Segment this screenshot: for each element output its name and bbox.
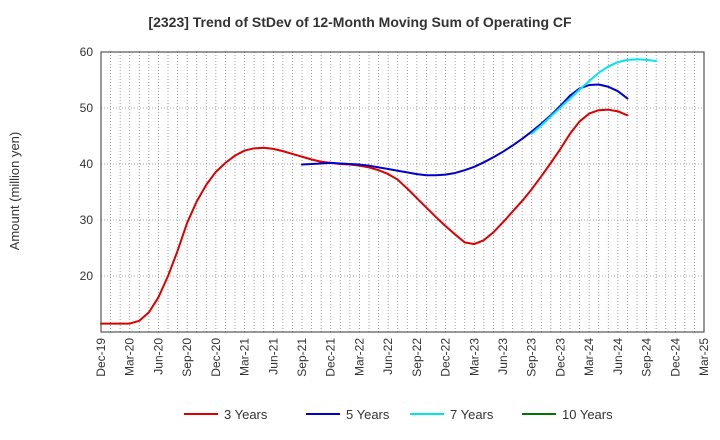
x-tick-label: Sep-22 (410, 338, 424, 377)
legend: 3 Years 5 Years 7 Years 10 Years (184, 407, 613, 422)
x-tick-label: Mar-22 (352, 338, 366, 376)
y-tick-label: 30 (80, 213, 94, 227)
x-tick-label: Mar-25 (697, 338, 711, 376)
series-layer (100, 58, 658, 325)
y-tick-label: 50 (80, 101, 94, 115)
x-tick-label: Mar-24 (582, 338, 596, 376)
y-axis-title: Amount (million yen) (7, 132, 22, 251)
y-tick-labels: 20 30 40 50 60 (80, 45, 94, 283)
x-tick-label: Mar-23 (467, 338, 481, 376)
chart-title: [2323] Trend of StDev of 12-Month Moving… (148, 14, 572, 30)
x-tick-label: Sep-23 (525, 338, 539, 377)
x-tick-label: Jun-24 (611, 338, 625, 375)
x-tick-label: Dec-21 (324, 338, 338, 377)
x-tick-label: Sep-20 (180, 338, 194, 377)
legend-label: 10 Years (562, 407, 613, 422)
legend-label: 3 Years (224, 407, 268, 422)
x-tick-label: Jun-22 (381, 338, 395, 375)
x-tick-label: Dec-19 (94, 338, 108, 377)
x-tick-label: Sep-24 (640, 338, 654, 377)
x-tick-label: Dec-22 (439, 338, 453, 377)
series-line-3-years (100, 108, 629, 325)
grid-layer (101, 52, 704, 332)
x-tick-label: Jun-21 (266, 338, 280, 375)
legend-label: 5 Years (346, 407, 390, 422)
plot-frame (100, 51, 705, 333)
series-line-5-years (301, 83, 629, 177)
series-line-7-years (530, 58, 658, 135)
x-tick-label: Jun-20 (151, 338, 165, 375)
y-tick-label: 40 (80, 157, 94, 171)
x-tick-label: Dec-23 (553, 338, 567, 377)
x-tick-label: Jun-23 (496, 338, 510, 375)
y-tick-label: 60 (80, 45, 94, 59)
x-tick-label: Sep-21 (295, 338, 309, 377)
x-tick-labels: Dec-19 Mar-20 Jun-20 Sep-20 Dec-20 Mar-21 Jun-… (94, 338, 711, 377)
legend-label: 7 Years (450, 407, 494, 422)
x-tick-label: Dec-20 (209, 338, 223, 377)
x-tick-label: Mar-20 (123, 338, 137, 376)
x-tick-label: Mar-21 (238, 338, 252, 376)
y-tick-label: 20 (80, 269, 94, 283)
x-tick-label: Dec-24 (668, 338, 682, 377)
